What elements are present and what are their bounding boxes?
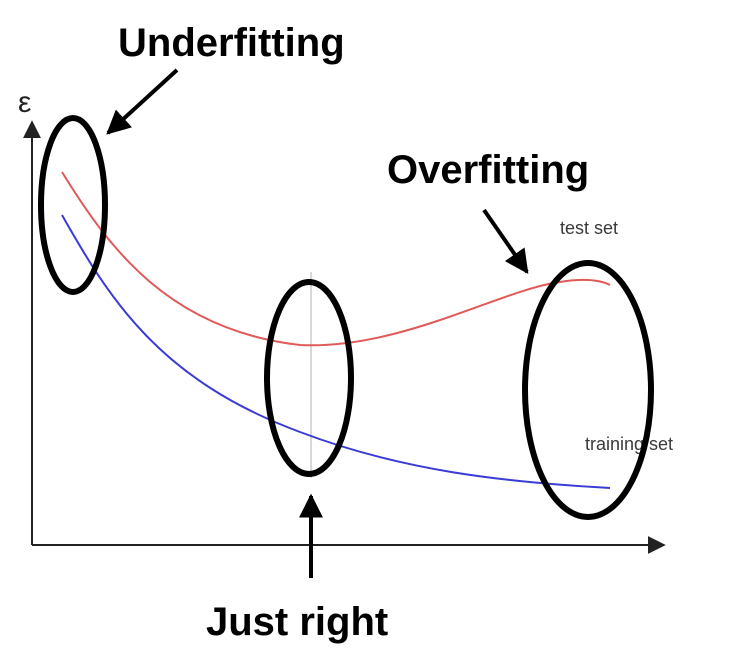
overfitting-arrow: [482, 208, 529, 274]
underfitting-arrow: [106, 68, 179, 135]
training-set-curve: [61, 214, 611, 489]
y-axis-label: ε: [18, 86, 31, 119]
just-right-title: Just right: [206, 600, 388, 644]
test-set-label: test set: [560, 218, 618, 238]
underfitting-title: Underfitting: [118, 21, 345, 65]
overfitting-ellipse: [522, 260, 654, 520]
test-set-curve: [61, 171, 611, 347]
training-set-label: training set: [585, 434, 673, 454]
overfitting-title: Overfitting: [387, 148, 589, 192]
underfitting-ellipse: [38, 115, 108, 295]
just-right-ellipse: [264, 279, 354, 477]
